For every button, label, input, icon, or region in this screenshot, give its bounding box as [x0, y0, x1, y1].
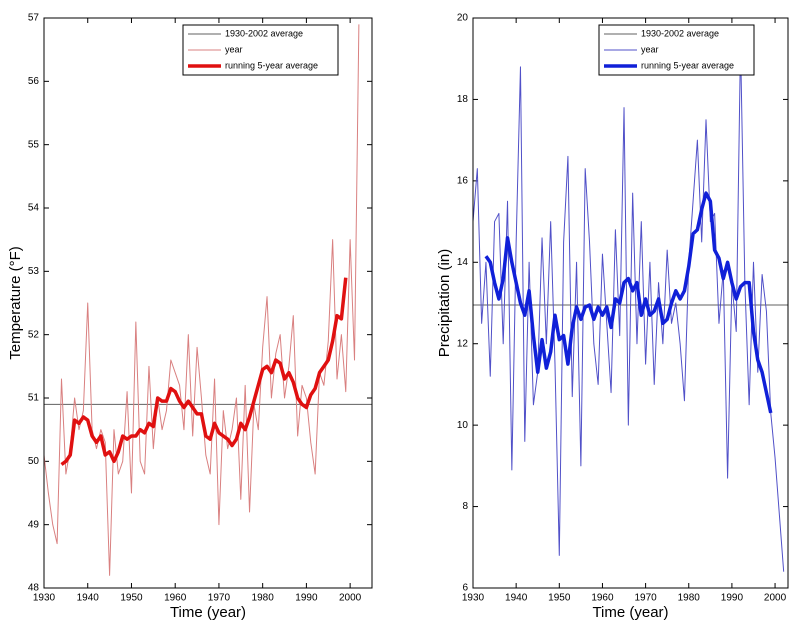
- legend-label: year: [225, 44, 243, 54]
- x-tick-label: 1990: [721, 593, 744, 604]
- x-tick-label: 1930: [462, 593, 485, 604]
- y-axis-label: Temperature (°F): [7, 246, 24, 360]
- x-tick-label: 1940: [77, 593, 100, 604]
- y-tick-label: 53: [28, 266, 40, 277]
- y-tick-label: 16: [457, 175, 469, 186]
- y-tick-label: 8: [462, 501, 468, 512]
- y-axis-label: Precipitation (in): [436, 249, 453, 357]
- axes-box: [472, 17, 789, 589]
- y-tick-label: 10: [457, 420, 469, 431]
- y-tick-label: 50: [28, 456, 40, 467]
- x-tick-label: 1960: [591, 593, 614, 604]
- y-tick-label: 48: [28, 583, 40, 594]
- x-axis-label: Time (year): [170, 604, 246, 621]
- y-tick-label: 51: [28, 393, 40, 404]
- legend-label: year: [641, 44, 659, 54]
- series-line: [484, 191, 773, 414]
- x-axis-label: Time (year): [592, 604, 668, 621]
- plot-area: [44, 18, 372, 588]
- y-tick-label: 49: [28, 519, 40, 530]
- y-tick-label: 18: [457, 94, 469, 105]
- axes-box: [43, 17, 373, 589]
- x-tick-label: 1940: [505, 593, 528, 604]
- series-line: [60, 277, 348, 466]
- legend-label: 1930-2002 average: [641, 28, 719, 38]
- x-tick-label: 1950: [548, 593, 571, 604]
- series-line: [44, 24, 360, 576]
- y-tick-label: 54: [28, 203, 40, 214]
- x-tick-label: 2000: [339, 593, 362, 604]
- legend-label: running 5-year average: [225, 60, 318, 70]
- x-tick-label: 1960: [164, 593, 187, 604]
- y-tick-label: 56: [28, 76, 40, 87]
- x-tick-label: 2000: [764, 593, 787, 604]
- y-tick-label: 20: [457, 13, 469, 24]
- y-tick-label: 55: [28, 139, 40, 150]
- y-tick-label: 14: [457, 257, 469, 268]
- legend-label: 1930-2002 average: [225, 28, 303, 38]
- x-tick-label: 1930: [33, 593, 56, 604]
- y-tick-label: 57: [28, 13, 40, 24]
- x-tick-label: 1990: [295, 593, 318, 604]
- x-tick-label: 1980: [678, 593, 701, 604]
- x-tick-label: 1980: [252, 593, 275, 604]
- legend-label: running 5-year average: [641, 60, 734, 70]
- x-tick-label: 1970: [208, 593, 231, 604]
- x-tick-label: 1950: [120, 593, 143, 604]
- x-tick-label: 1970: [634, 593, 657, 604]
- y-tick-label: 52: [28, 329, 40, 340]
- y-tick-label: 12: [457, 338, 469, 349]
- y-tick-label: 6: [462, 583, 468, 594]
